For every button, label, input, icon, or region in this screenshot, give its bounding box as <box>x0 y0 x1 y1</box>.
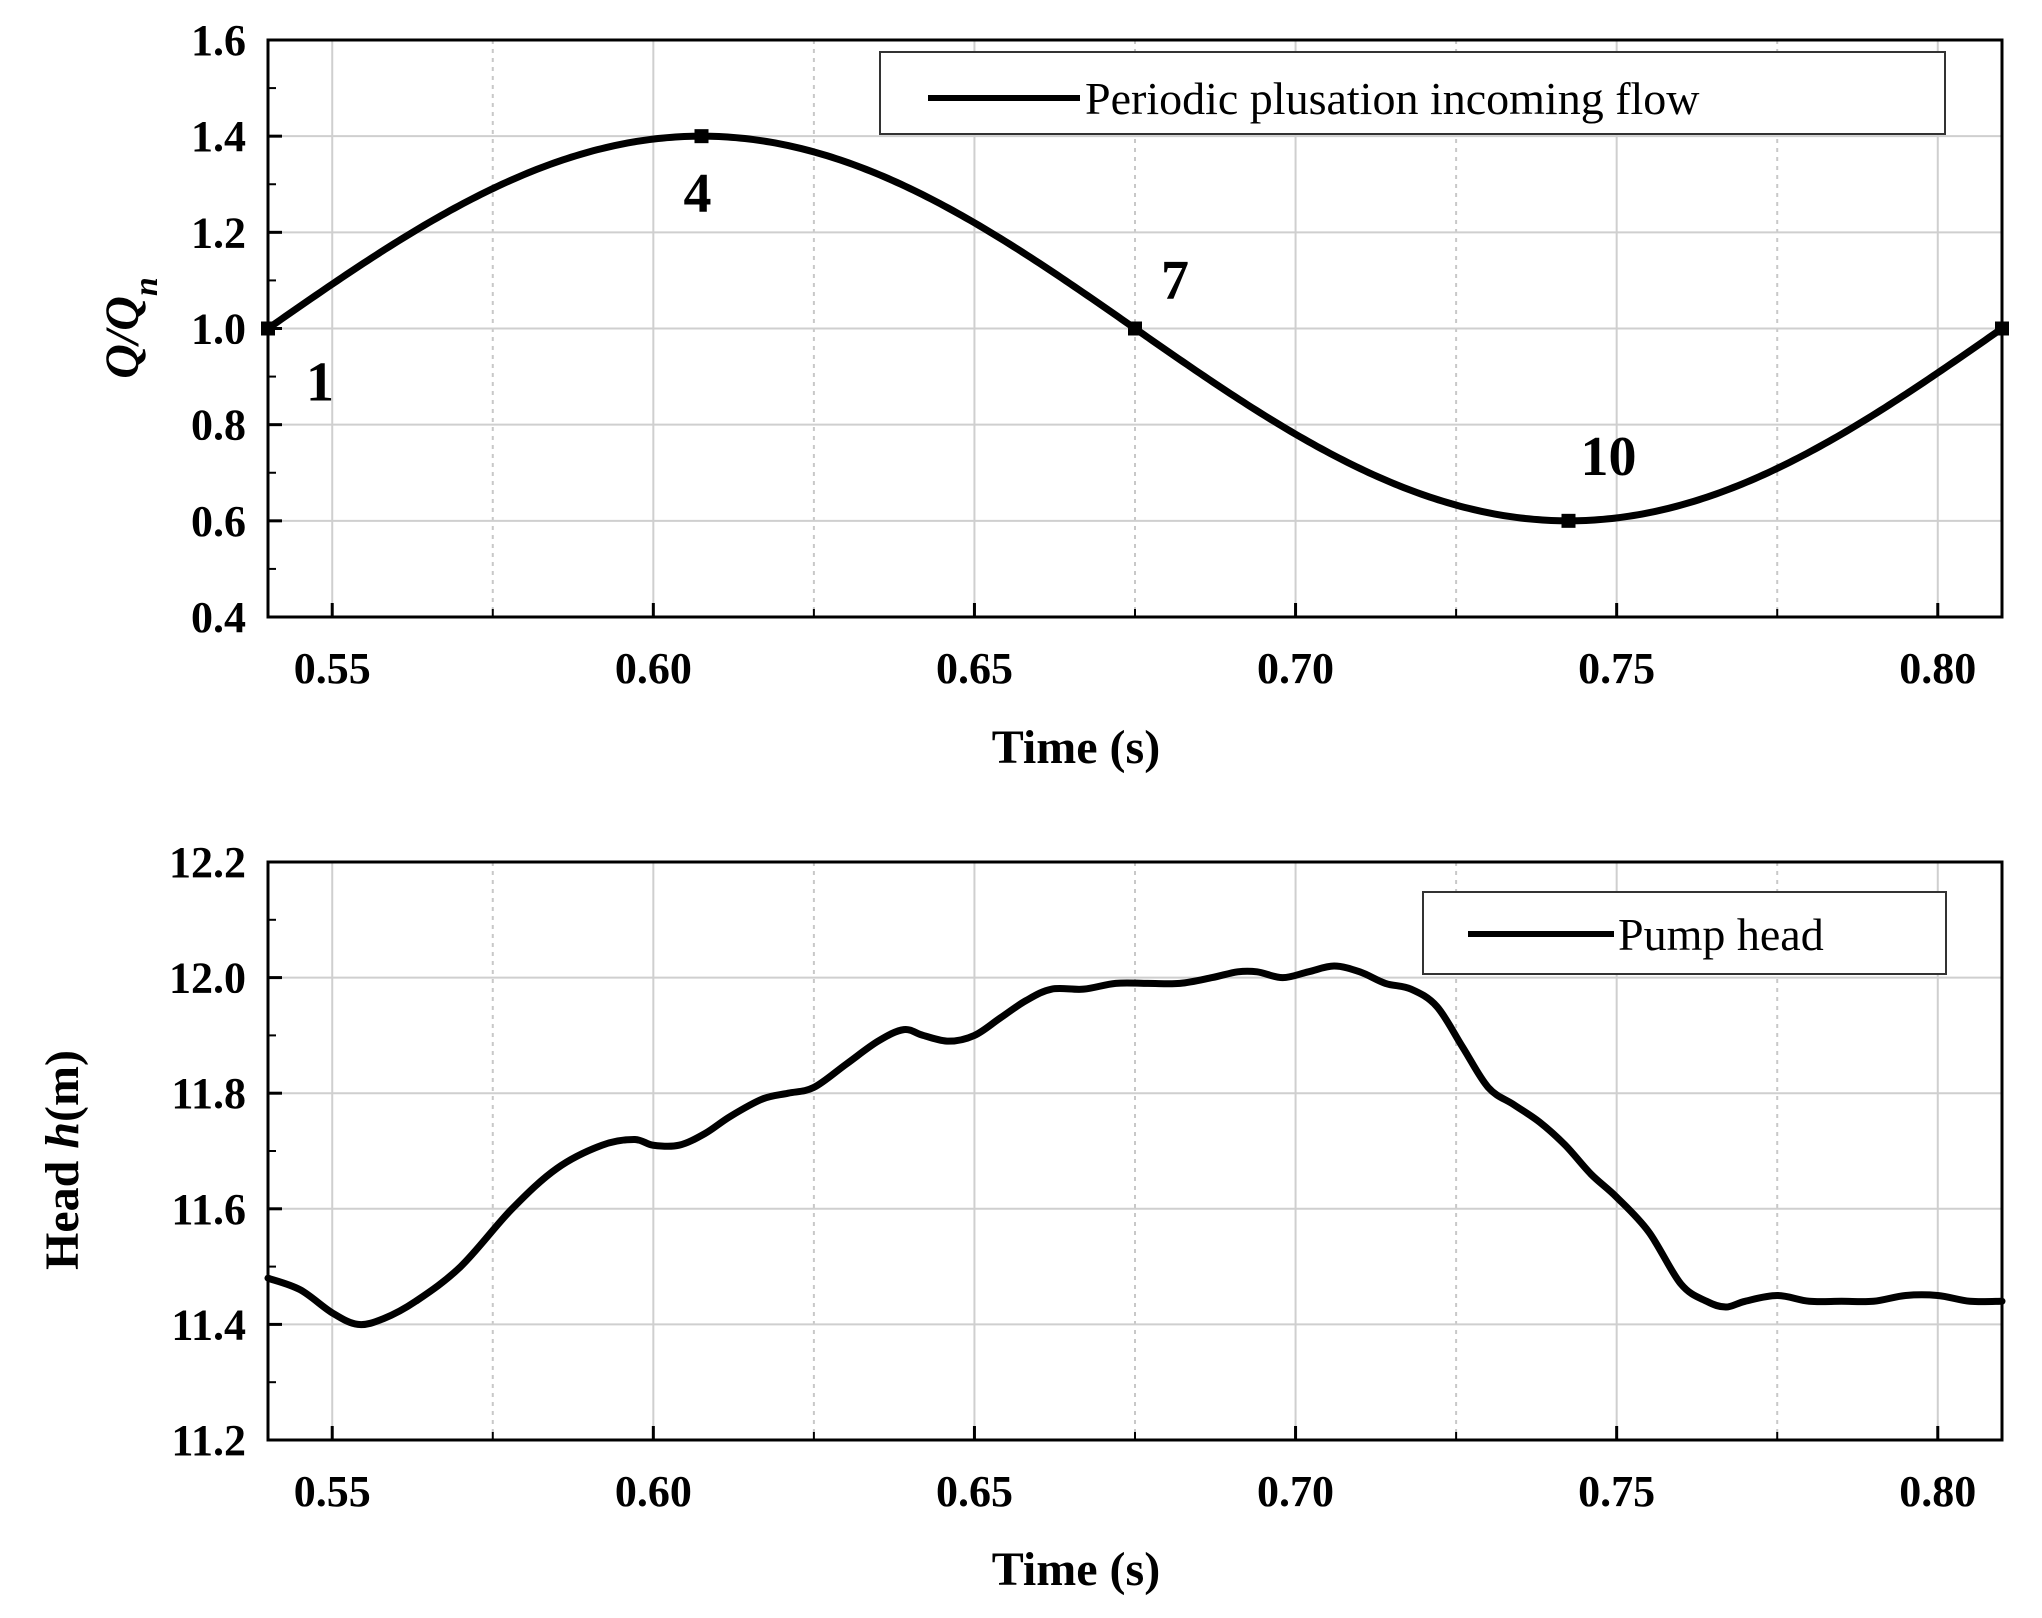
y-tick-label: 11.8 <box>171 1069 246 1118</box>
x-tick-label: 0.80 <box>1899 644 1976 693</box>
head-chart-axes <box>266 860 2004 1442</box>
point-label: 1 <box>306 352 334 414</box>
legend-label: Periodic plusation incoming flow <box>1085 73 1700 124</box>
x-tick-label: 0.65 <box>936 644 1013 693</box>
data-point-marker <box>1128 321 1142 336</box>
head-chart-legend: Pump head <box>1422 891 1947 975</box>
y-axis-title-head: Head <box>36 1149 89 1270</box>
x-tick-label: 0.80 <box>1899 1467 1976 1516</box>
x-tick-label: 0.70 <box>1257 1467 1334 1516</box>
y-tick-label: 12.2 <box>169 838 246 887</box>
flow-chart-legend: Periodic plusation incoming flow <box>879 51 1946 135</box>
flow-chart: 1 4 7 10 0.55 0.60 0.65 0.70 0.75 0.80 0.4 0.6 0.8… <box>96 16 2009 774</box>
flow-chart-markers: 1 4 7 10 <box>261 129 2009 528</box>
x-tick-label: 0.75 <box>1578 644 1655 693</box>
point-label: 7 <box>1161 250 1189 312</box>
x-tick-label: 0.55 <box>294 1467 371 1516</box>
y-tick-label: 1.2 <box>191 208 246 257</box>
x-axis-title: Time (s) <box>992 721 1160 774</box>
y-tick-label: 11.2 <box>171 1416 246 1465</box>
data-point-marker <box>694 129 709 144</box>
y-axis-title-q: Q/Q <box>96 296 149 379</box>
y-tick-label: 0.8 <box>191 401 246 450</box>
head-chart-y-tick-labels: 11.2 11.4 11.6 11.8 12.0 12.2 <box>169 838 246 1465</box>
y-tick-label: 1.4 <box>191 112 246 161</box>
legend-label: Pump head <box>1618 909 1824 960</box>
flow-chart-y-tick-labels: 0.4 0.6 0.8 1.0 1.2 1.4 1.6 <box>191 16 246 642</box>
y-axis-title-unit: (m) <box>36 1050 89 1122</box>
flow-chart-x-tick-labels: 0.55 0.60 0.65 0.70 0.75 0.80 <box>294 644 1977 693</box>
x-tick-label: 0.75 <box>1578 1467 1655 1516</box>
x-tick-label: 0.60 <box>615 1467 692 1516</box>
y-tick-label: 1.0 <box>191 305 246 354</box>
x-tick-label: 0.55 <box>294 644 371 693</box>
y-tick-label: 0.4 <box>191 593 246 642</box>
legend-box <box>879 51 1946 135</box>
y-tick-label: 11.6 <box>171 1185 246 1234</box>
point-label: 4 <box>684 163 712 225</box>
point-label: 10 <box>1581 426 1637 488</box>
series-line <box>264 962 2006 1329</box>
x-tick-label: 0.65 <box>936 1467 1013 1516</box>
y-tick-label: 1.6 <box>191 16 246 65</box>
head-chart-x-tick-labels: 0.55 0.60 0.65 0.70 0.75 0.80 <box>294 1467 1977 1516</box>
head-chart-series <box>264 962 2006 1329</box>
head-chart: 0.55 0.60 0.65 0.70 0.75 0.80 11.211.411.611.… <box>36 838 2006 1596</box>
y-axis-title-subscript: n <box>128 277 165 296</box>
y-axis-title: Head h(m) <box>36 1050 89 1270</box>
y-axis-title-h: h <box>36 1122 89 1149</box>
y-axis-title: Q/Qn <box>96 277 165 379</box>
data-point-marker <box>1561 513 1576 528</box>
x-tick-label: 0.60 <box>615 644 692 693</box>
y-tick-label: 11.4 <box>171 1300 246 1349</box>
x-axis-title: Time (s) <box>992 1543 1160 1596</box>
y-tick-label: 0.6 <box>191 497 246 546</box>
flow-chart-axes <box>266 38 2004 619</box>
x-tick-label: 0.70 <box>1257 644 1334 693</box>
y-tick-label: 12.0 <box>169 954 246 1003</box>
